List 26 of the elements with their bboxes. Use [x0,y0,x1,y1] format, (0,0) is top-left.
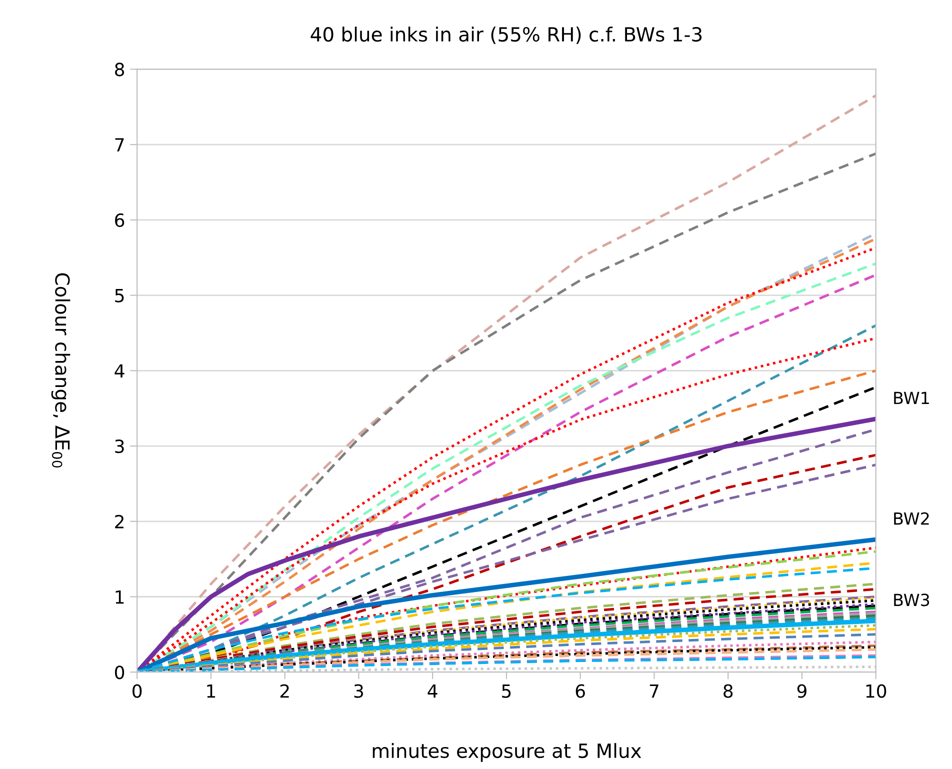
x-tick-label: 0 [132,684,142,698]
x-tick-label: 8 [724,684,733,698]
chart-title: 40 blue inks in air (55% RH) c.f. BWs 1-3 [310,26,702,44]
series-label: BW2 [894,512,929,525]
x-tick-label: 6 [576,684,585,698]
x-tick-label: 9 [797,684,806,698]
x-tick-label: 1 [207,684,216,698]
x-tick-label: 3 [354,684,364,698]
x-tick-label: 10 [866,684,886,698]
series-label: BW1 [894,392,929,404]
y-tick-label: 6 [115,213,124,228]
x-axis-title: minutes exposure at 5 Mlux [372,743,642,762]
series-label: BW3 [894,594,930,606]
x-tick-label: 4 [428,684,438,698]
y-tick-label: 1 [116,590,124,604]
x-tick-label: 7 [650,684,658,698]
y-tick-label: 4 [114,364,124,378]
y-tick-label: 3 [115,439,124,454]
y-tick-label: 0 [114,666,124,680]
y-tick-label: 7 [115,138,124,152]
y-tick-label: 2 [115,514,124,528]
y-tick-label: 5 [115,288,124,302]
x-tick-label: 5 [502,684,511,698]
y-tick-label: 8 [115,62,124,76]
y-axis-title: Colour change, ΔE$_{00}$ [51,273,70,468]
x-tick-label: 2 [280,684,289,698]
